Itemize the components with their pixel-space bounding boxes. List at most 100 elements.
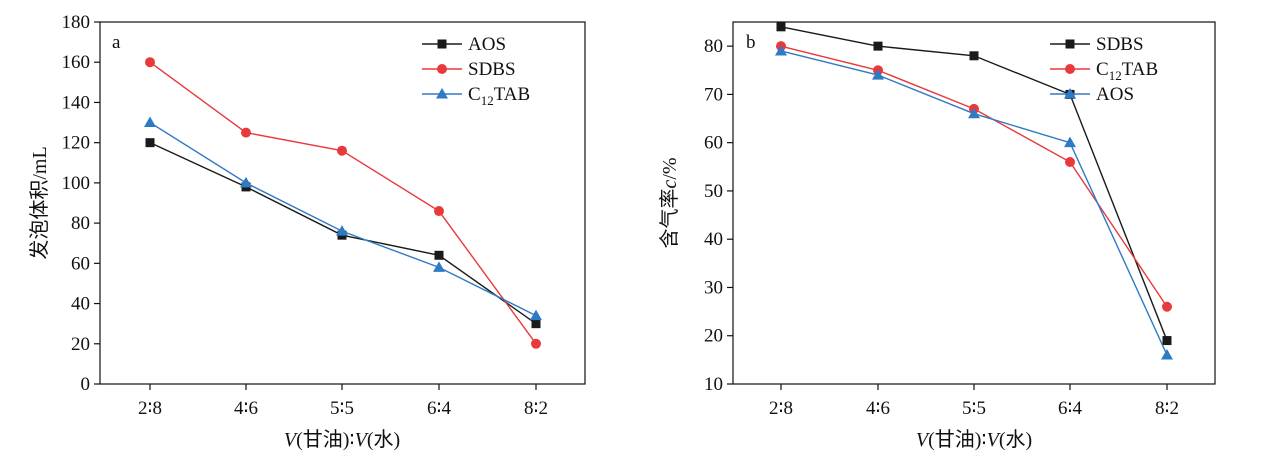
legend-marker-b-0 [1065,39,1075,49]
data-point-b-0-4 [1162,336,1172,346]
data-point-a-2-1 [240,176,252,188]
data-point-b-2-1 [872,69,884,80]
y-tick-label-b-7: 80 [704,36,723,57]
legend-label-b-0: SDBS [1096,34,1144,55]
chart-a: 0 20 40 60 80 100 120 140 160 180 2∶8 4∶6 5∶5 6∶4 8∶2… [28,12,586,451]
y-tick-label-b-4: 50 [704,181,723,202]
data-point-a-0-3 [434,250,444,260]
y-tick-label-a-6: 120 [62,133,91,154]
data-point-b-0-1 [873,41,883,51]
x-axis-label-b-var1: V [916,429,931,451]
data-point-a-2-4 [530,309,542,321]
x-axis-label-a-var2: V [355,429,370,451]
x-axis-label-b-var2: V [987,429,1002,451]
y-tick-label-a-7: 140 [62,92,91,113]
data-point-a-2-2 [336,225,348,236]
legend-marker-a-1 [437,64,447,74]
legend-marker-a-2 [436,88,448,99]
x-axis-label-a: V(甘油)∶V(水) [284,428,400,451]
x-tick-label-a-3: 6∶4 [427,398,451,419]
y-tick-label-b-3: 40 [704,229,723,250]
legend-label-a-1: SDBS [468,59,516,80]
y-tick-label-a-1: 20 [71,334,90,355]
y-axis-label-b-var: c [659,180,681,189]
y-tick-label-a-4: 80 [71,213,90,234]
legend-label-b-1-part-0: C [1096,59,1109,80]
x-axis-label-a-part1: (甘油)∶ [296,428,355,451]
y-axis-label-b-part2: /% [659,157,681,179]
legend-label-a-2-part-2: TAB [494,84,530,105]
legend-marker-a-0 [437,39,447,49]
data-point-a-1-4 [531,338,541,349]
data-point-b-0-2 [969,51,979,61]
data-point-a-1-0 [145,57,155,68]
series-group-a [144,57,542,349]
x-tick-label-a-2: 5∶5 [330,398,354,419]
data-point-b-2-4 [1161,349,1173,360]
x-tick-label-a-4: 8∶2 [524,398,548,419]
legend-a: AOS SDBS C12TAB [422,34,530,108]
x-tick-label-b-3: 6∶4 [1058,398,1082,419]
data-point-b-1-3 [1065,156,1075,167]
x-axis-label-a-part2: (水) [367,428,400,451]
x-axis-label-b-part1: (甘油)∶ [928,428,987,451]
y-axis-label-b-part1: 含气率 [658,189,681,249]
x-tick-label-b-4: 8∶2 [1155,398,1179,419]
y-tick-label-a-0: 0 [81,374,91,395]
data-point-b-1-4 [1162,301,1172,312]
y-ticks-b: 10 20 30 40 50 60 70 80 [704,36,733,395]
legend-label-a-2-part-1: 12 [481,93,494,108]
legend-marker-b-2 [1064,88,1076,99]
y-ticks-a: 0 20 40 60 80 100 120 140 160 180 [62,12,100,395]
legend-label-b-1: C12TAB [1096,59,1158,83]
legend-label-a-1-part-0: SDBS [468,59,516,80]
y-tick-label-b-5: 60 [704,133,723,154]
legend-label-b-2-part-0: AOS [1096,84,1134,105]
x-ticks-a: 2∶8 4∶6 5∶5 6∶4 8∶2 [138,384,548,419]
legend-label-a-0-part-0: AOS [468,34,506,55]
x-tick-label-b-0: 2∶8 [769,398,793,419]
data-point-b-2-2 [968,107,980,119]
legend-marker-b-1 [1065,64,1075,74]
data-point-a-1-1 [241,127,251,138]
x-axis-label-b-part2: (水) [999,428,1032,451]
legend-label-a-0: AOS [468,34,506,55]
data-point-a-1-2 [337,145,347,156]
legend-label-b-1-part-1: 12 [1109,68,1122,83]
data-point-b-0-0 [776,22,786,32]
legend-label-b-0-part-0: SDBS [1096,34,1144,55]
y-tick-label-a-8: 160 [62,52,91,73]
y-tick-label-b-1: 20 [704,326,723,347]
y-tick-label-a-2: 40 [71,294,90,315]
legend-label-a-2-part-0: C [468,84,481,105]
data-point-a-0-4 [531,319,541,329]
y-tick-label-a-9: 180 [62,12,91,33]
x-axis-label-a-var1: V [284,429,299,451]
x-tick-label-a-0: 2∶8 [138,398,162,419]
x-tick-label-b-2: 5∶5 [962,398,986,419]
x-tick-label-b-1: 4∶6 [866,398,890,419]
chart-b: 10 20 30 40 50 60 70 80 2∶8 4∶6 5∶5 6∶4 8∶2 b 含气率c/… [658,21,1216,451]
y-tick-label-b-0: 10 [704,374,723,395]
data-point-b-2-0 [775,44,787,56]
data-point-a-2-0 [144,116,156,128]
y-axis-label-b: 含气率c/% [658,157,681,248]
y-axis-label-a: 发泡体积/mL [28,146,51,259]
legend-label-b-1-part-2: TAB [1122,59,1158,80]
data-point-a-2-3 [433,261,445,272]
data-point-a-0-0 [145,138,155,148]
x-axis-label-b: V(甘油)∶V(水) [916,428,1032,451]
panel-label-b: b [746,32,756,53]
y-tick-label-a-5: 100 [62,173,91,194]
x-tick-label-a-1: 4∶6 [234,398,258,419]
data-point-a-1-3 [434,206,444,217]
legend-label-a-2: C12TAB [468,84,530,108]
legend-label-b-2: AOS [1096,84,1134,105]
y-tick-label-a-3: 60 [71,253,90,274]
panel-label-a: a [112,32,121,53]
y-tick-label-b-6: 70 [704,84,723,105]
y-tick-label-b-2: 30 [704,277,723,298]
x-ticks-b: 2∶8 4∶6 5∶5 6∶4 8∶2 [769,384,1179,419]
